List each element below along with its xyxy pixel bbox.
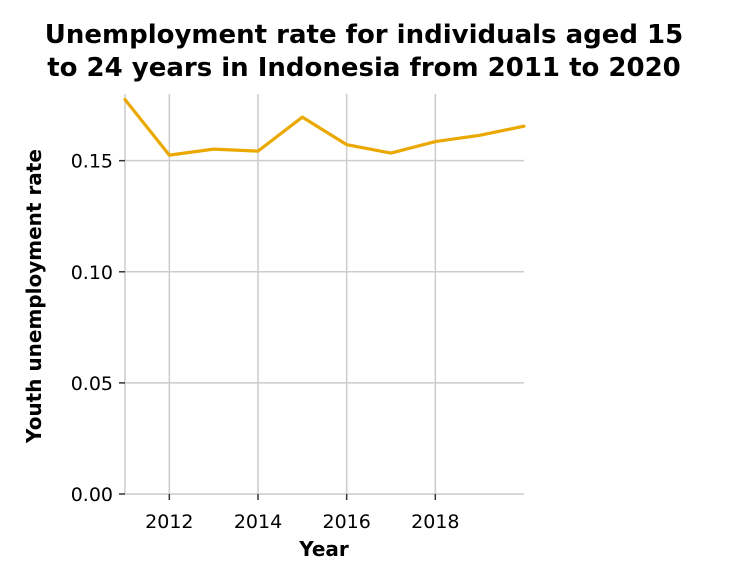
x-tick-label: 2012 bbox=[145, 511, 193, 533]
y-tick-label: 0.05 bbox=[71, 373, 113, 395]
x-tick-label: 2018 bbox=[411, 511, 459, 533]
chart-title-line-1: Unemployment rate for individuals aged 1… bbox=[45, 20, 683, 50]
gridlines bbox=[125, 94, 524, 494]
x-tick-label: 2016 bbox=[322, 511, 370, 533]
series-line bbox=[123, 97, 526, 157]
axes bbox=[119, 94, 524, 500]
chart-title-line-2: to 24 years in Indonesia from 2011 to 20… bbox=[47, 53, 681, 83]
tick-labels: 2012 2014 2016 2018 0.00 0.05 0.10 0.15 bbox=[71, 151, 460, 533]
series-layer bbox=[123, 97, 526, 157]
y-axis-label: Youth unemployment rate bbox=[22, 149, 46, 444]
y-tick-label: 0.00 bbox=[71, 484, 113, 506]
x-tick-label: 2014 bbox=[234, 511, 282, 533]
y-tick-label: 0.10 bbox=[71, 262, 113, 284]
y-tick-label: 0.15 bbox=[71, 151, 113, 173]
x-axis-label: Year bbox=[298, 537, 349, 561]
